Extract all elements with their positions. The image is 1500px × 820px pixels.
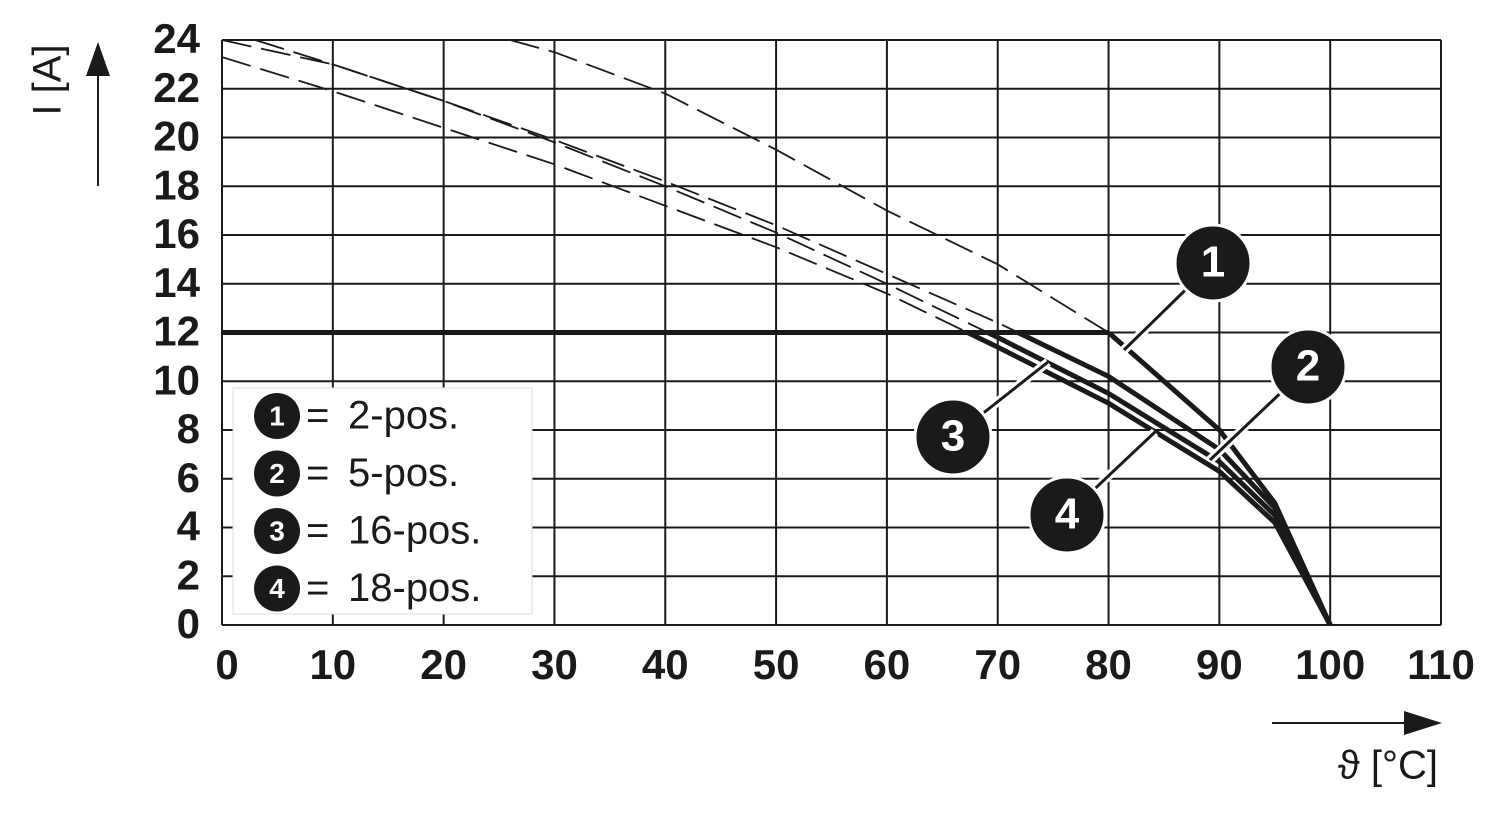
legend-separator: = <box>306 566 329 610</box>
y-axis-arrowhead <box>86 42 110 76</box>
x-tick-label: 10 <box>309 641 356 688</box>
curve-solid <box>1103 332 1333 627</box>
callout-label: 3 <box>941 412 965 461</box>
y-axis-label: I [A] <box>26 44 70 115</box>
callout-circle <box>913 397 993 477</box>
y-tick-label: 24 <box>153 15 200 62</box>
x-tick-label: 50 <box>753 641 800 688</box>
legend-entry: 18-pos. <box>348 566 481 610</box>
legend-marker-label: 2 <box>269 458 285 489</box>
y-tick-label: 16 <box>153 210 200 257</box>
x-tick-label: 30 <box>531 641 578 688</box>
x-tick-label: 0 <box>215 641 238 688</box>
x-axis-label: ϑ [°C] <box>1338 744 1438 788</box>
callout-label: 2 <box>1296 342 1320 391</box>
legend-entry: 16-pos. <box>348 509 481 553</box>
x-tick-label: 90 <box>1196 641 1243 688</box>
legend-marker <box>254 450 300 497</box>
legend-marker <box>254 393 300 439</box>
y-tick-label: 0 <box>177 600 200 647</box>
legend-entry: 2-pos. <box>348 394 459 438</box>
y-tick-label: 12 <box>153 308 200 355</box>
y-tick-label: 22 <box>153 64 200 111</box>
x-tick-label: 80 <box>1085 641 1132 688</box>
x-tick-label: 100 <box>1295 641 1365 688</box>
y-tick-label: 2 <box>177 551 200 598</box>
callout-label: 1 <box>1201 238 1225 287</box>
y-tick-label: 14 <box>153 259 200 306</box>
x-tick-label: 110 <box>1407 641 1475 688</box>
legend-separator: = <box>306 394 329 438</box>
legend-marker <box>254 508 300 554</box>
curve-solid <box>981 332 1333 627</box>
curve-dashed <box>509 39 1110 333</box>
legend-marker-label: 1 <box>269 400 285 431</box>
y-tick-label: 10 <box>153 356 200 403</box>
legend-marker-label: 3 <box>269 515 285 546</box>
curve-solid <box>961 332 1333 627</box>
legend-entry: 5-pos. <box>348 451 459 495</box>
legend-separator: = <box>306 509 329 553</box>
curve-solid <box>1012 332 1333 627</box>
x-tick-label: 20 <box>420 641 467 688</box>
legend-marker <box>254 565 300 612</box>
callout-circle <box>1173 223 1253 303</box>
x-tick-label: 60 <box>864 641 911 688</box>
y-tick-label: 20 <box>153 113 200 160</box>
y-tick-label: 6 <box>177 454 200 501</box>
callout-label: 4 <box>1055 490 1080 539</box>
y-tick-label: 8 <box>177 405 200 452</box>
legend-marker-label: 4 <box>269 573 285 604</box>
legend-separator: = <box>306 451 329 495</box>
curve-dashed <box>222 56 970 333</box>
x-axis-arrowhead <box>1404 711 1442 735</box>
callout-circle <box>1027 475 1107 555</box>
callout-circle <box>1268 327 1348 407</box>
y-tick-label: 4 <box>177 503 201 550</box>
y-tick-label: 18 <box>153 161 200 208</box>
x-tick-label: 40 <box>642 641 689 688</box>
curve-dashed <box>222 39 990 333</box>
x-tick-label: 70 <box>974 641 1021 688</box>
